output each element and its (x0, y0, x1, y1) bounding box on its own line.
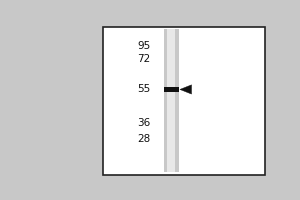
Text: 55: 55 (137, 84, 150, 94)
Text: 72: 72 (137, 54, 150, 64)
Bar (167, 29, 175, 172)
Text: 28: 28 (137, 134, 150, 144)
Bar (164, 29, 179, 172)
Bar (103, 27, 266, 175)
Polygon shape (180, 85, 191, 94)
Text: 36: 36 (137, 118, 150, 128)
Bar (164, 87, 179, 92)
Text: 95: 95 (137, 41, 150, 51)
